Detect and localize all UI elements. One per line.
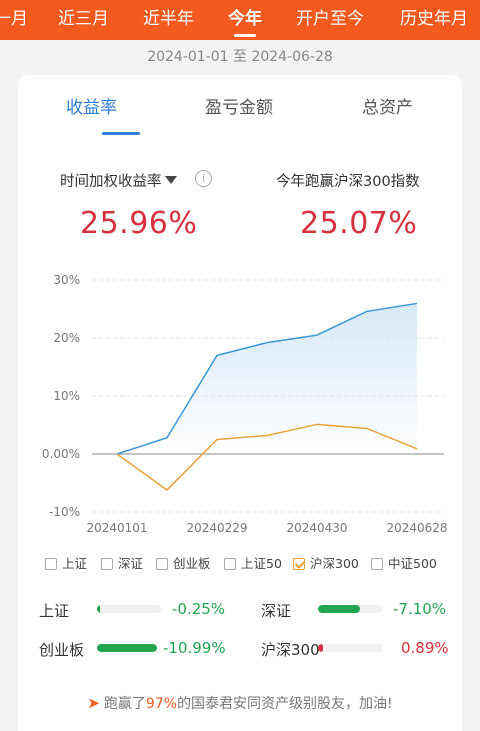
y-tick-label: 0.00% — [42, 447, 80, 461]
beat-index-value: 25.07% — [300, 206, 418, 241]
compare-label-sh: 上证 — [39, 602, 70, 620]
compare-value-hs300: 0.89% — [401, 639, 449, 657]
return-type-label: 时间加权收益率 — [60, 174, 162, 190]
tab-three-months[interactable]: 近三月 — [58, 9, 109, 29]
info-icon[interactable]: i — [195, 170, 212, 187]
compare-bar-fill — [97, 605, 100, 613]
footer-prefix: 跑赢了 — [103, 696, 146, 712]
series-area — [117, 303, 417, 454]
hs300-index-line — [116, 423, 418, 491]
legend-label: 上证50 — [241, 556, 282, 571]
checkbox-checked-icon — [293, 558, 305, 570]
footer-suffix: 的国泰君安同资产级别股友，加油! — [177, 696, 393, 712]
legend-label: 创业板 — [173, 556, 211, 571]
active-tab-indicator — [102, 132, 140, 135]
y-tick-label: 10% — [53, 389, 80, 403]
x-tick-label: 20240229 — [186, 521, 247, 535]
runner-icon: ➤ — [87, 694, 100, 712]
tab-since-opening[interactable]: 开户至今 — [296, 9, 364, 29]
tab-history-year-month[interactable]: 历史年月 — [400, 9, 468, 29]
tab-this-year[interactable]: 今年 — [228, 0, 262, 40]
compare-bar-fill — [97, 644, 157, 652]
x-tick-label: 20240430 — [286, 521, 347, 535]
checkbox-icon — [45, 558, 57, 570]
return-type-dropdown[interactable]: 时间加权收益率 — [60, 170, 177, 191]
tab-profit-loss[interactable]: 盈亏金额 — [205, 98, 273, 118]
y-tick-label: -10% — [49, 505, 80, 519]
legend-label: 上证 — [62, 556, 88, 571]
compare-label-sz: 深证 — [261, 602, 292, 620]
y-tick-label: 20% — [53, 331, 80, 345]
compare-bar-sz — [318, 605, 382, 613]
checkbox-icon — [224, 558, 236, 570]
compare-value-sh: -0.25% — [172, 600, 226, 618]
checkbox-icon — [156, 558, 168, 570]
beat-index-label: 今年跑赢沪深300指数 — [276, 174, 420, 190]
legend-label: 沪深300 — [310, 556, 359, 571]
compare-bar-hs300 — [318, 644, 382, 652]
x-tick-label: 20240628 — [386, 521, 447, 535]
tab-half-year[interactable]: 近半年 — [143, 9, 194, 29]
legend-label: 深证 — [118, 556, 144, 571]
ranking-footer: ➤ 跑赢了97%的国泰君安同资产级别股友，加油! — [0, 693, 480, 713]
compare-bar-gem — [97, 644, 157, 652]
caret-down-icon — [164, 176, 177, 184]
compare-bar-fill — [318, 605, 360, 613]
tab-return-rate[interactable]: 收益率 — [66, 98, 117, 118]
footer-percent: 97% — [145, 696, 178, 712]
account-return-line — [116, 302, 418, 455]
compare-value-gem: -10.99% — [163, 639, 226, 657]
compare-value-sz: -7.10% — [393, 600, 447, 618]
compare-bar-sh — [97, 605, 161, 613]
legend-item-sh[interactable]: 上证 — [45, 553, 87, 572]
x-tick-label: 20240101 — [86, 521, 147, 535]
compare-label-hs300: 沪深300 — [261, 641, 320, 659]
legend-item-zz500[interactable]: 中证500 — [371, 553, 437, 572]
tab-one-month[interactable]: 一月 — [0, 9, 28, 29]
checkbox-icon — [101, 558, 113, 570]
y-tick-label: 30% — [53, 273, 80, 287]
legend-item-sz[interactable]: 深证 — [101, 553, 143, 572]
legend-item-sz50[interactable]: 上证50 — [224, 553, 282, 572]
date-range: 2024-01-01 至 2024-06-28 — [147, 49, 333, 65]
period-tab-bar: 一月 近三月 近半年 今年 开户至今 历史年月 — [0, 0, 480, 40]
legend-item-gem[interactable]: 创业板 — [156, 553, 211, 572]
legend-label: 中证500 — [388, 556, 437, 571]
time-weighted-return-value: 25.96% — [80, 206, 198, 241]
checkbox-icon — [371, 558, 383, 570]
compare-bar-fill — [318, 644, 324, 652]
legend-item-hs300[interactable]: 沪深300 — [293, 553, 359, 572]
compare-label-gem: 创业板 — [39, 641, 85, 659]
tab-total-assets[interactable]: 总资产 — [362, 98, 413, 118]
